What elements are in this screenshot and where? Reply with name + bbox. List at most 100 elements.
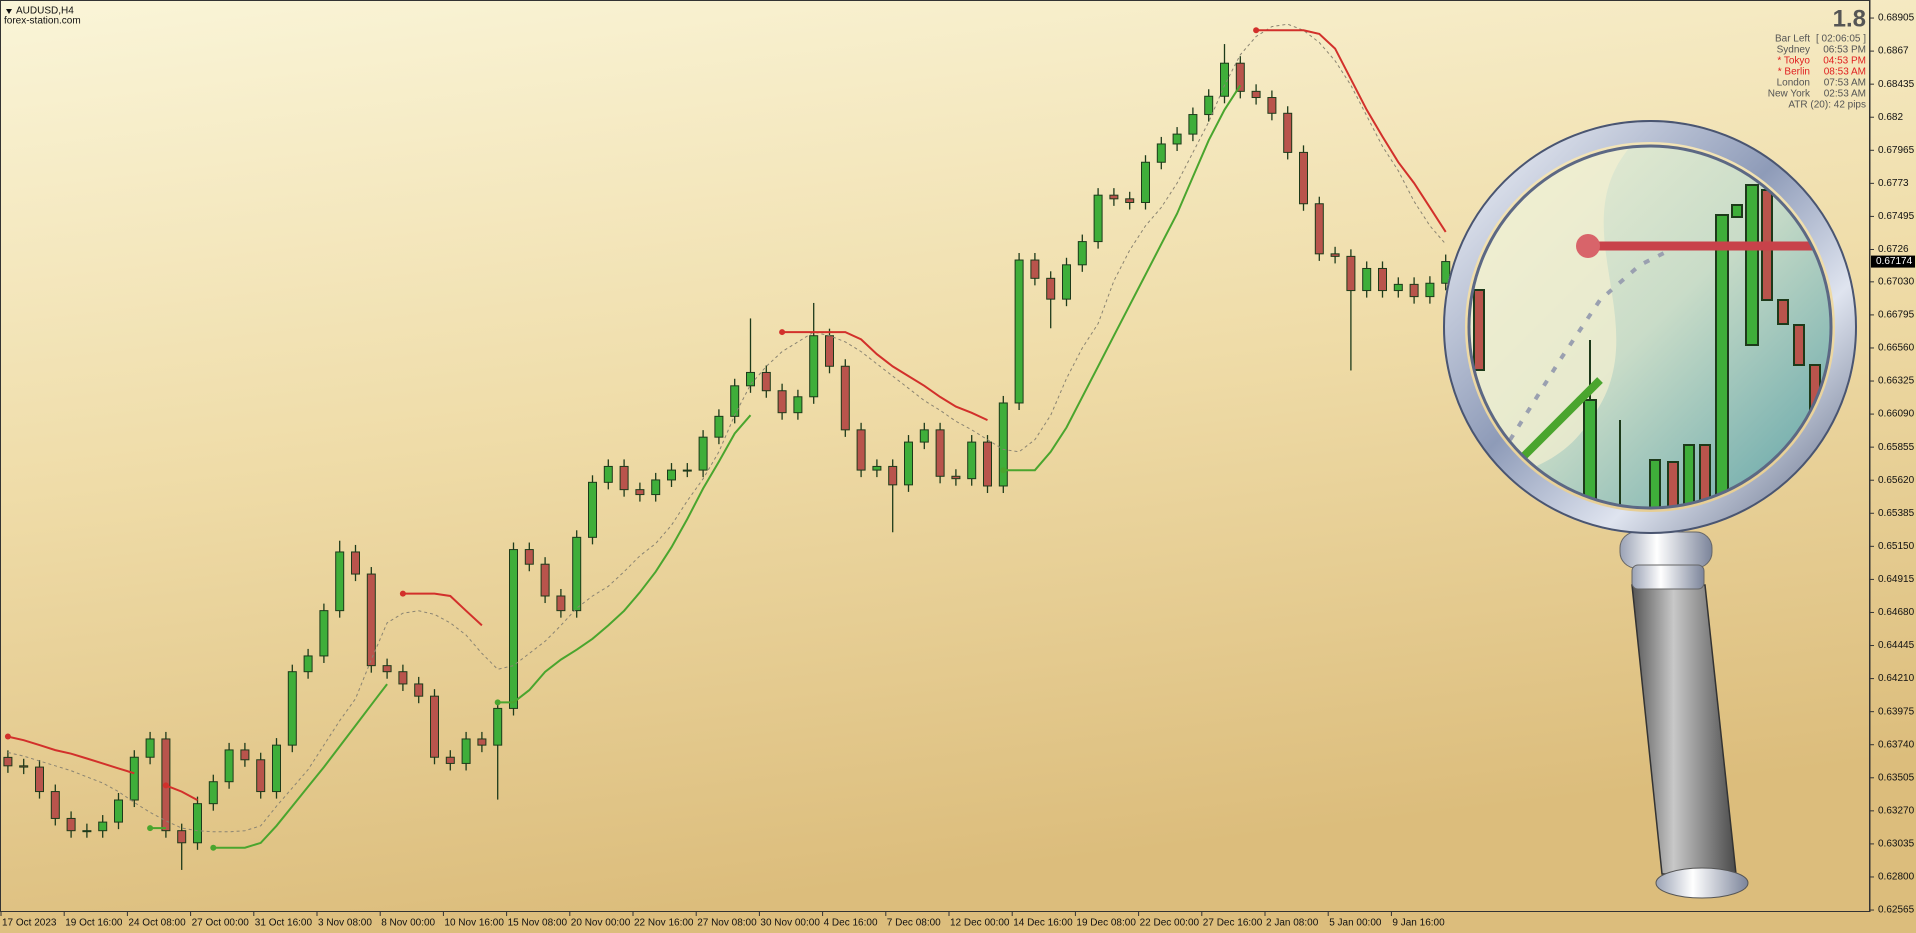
x-tick-label: 2 Jan 08:00 bbox=[1266, 918, 1319, 929]
y-tick-label: 0.63505 bbox=[1878, 772, 1915, 783]
x-tick-label: 15 Nov 08:00 bbox=[508, 918, 568, 929]
candle-body bbox=[983, 441, 992, 487]
segment-start bbox=[1000, 467, 1007, 474]
y-tick-label: 0.65385 bbox=[1878, 508, 1915, 519]
y-tick-label: 0.6773 bbox=[1878, 178, 1909, 189]
candle-body bbox=[461, 738, 471, 764]
candle-body bbox=[50, 791, 60, 819]
info-label: * Tokyo bbox=[1777, 56, 1810, 67]
x-tick-label: 12 Dec 00:00 bbox=[950, 918, 1010, 929]
y-tick-label: 0.64210 bbox=[1878, 673, 1915, 684]
band-line bbox=[165, 784, 198, 801]
info-label: * Berlin bbox=[1778, 67, 1810, 78]
candle-body bbox=[1188, 114, 1198, 135]
candle-body bbox=[1156, 143, 1166, 163]
candle-body bbox=[872, 465, 882, 471]
candle-body bbox=[998, 402, 1008, 487]
candle-body bbox=[177, 830, 187, 844]
candle-body bbox=[524, 549, 534, 565]
candle-body bbox=[1093, 194, 1103, 243]
candle-body bbox=[272, 744, 281, 793]
candle-body bbox=[129, 756, 139, 801]
candle-body bbox=[730, 385, 740, 417]
info-value: [ 02:06:05 ] bbox=[1816, 34, 1866, 45]
candle-body bbox=[224, 749, 234, 783]
candle-body bbox=[825, 335, 834, 367]
y-tick-label: 0.68905 bbox=[1878, 13, 1915, 24]
magnifier bbox=[1443, 120, 1857, 899]
band-line bbox=[782, 331, 988, 422]
candle-body bbox=[398, 671, 408, 685]
candle-body bbox=[1251, 90, 1261, 99]
candle-body bbox=[856, 429, 866, 471]
info-value: 02:53 AM bbox=[1824, 89, 1866, 100]
y-tick-label: 0.66325 bbox=[1878, 376, 1915, 387]
segment-start bbox=[147, 825, 154, 832]
candle-body bbox=[619, 465, 629, 491]
info-panel: Bar Left [ 02:06:05 ] Sydney 06:53 PM * Toky… bbox=[1768, 34, 1866, 111]
x-tick-label: 10 Nov 16:00 bbox=[444, 918, 504, 929]
candle-body bbox=[1172, 133, 1182, 145]
candle-body bbox=[1378, 267, 1387, 292]
candle-body bbox=[888, 465, 898, 486]
version-label: 1.8 bbox=[1833, 5, 1866, 32]
candle-body bbox=[1362, 267, 1372, 292]
segment-start bbox=[779, 329, 786, 336]
candle-body bbox=[303, 655, 313, 673]
candle-body bbox=[714, 415, 724, 438]
x-tick-label: 5 Jan 00:00 bbox=[1329, 918, 1382, 929]
y-tick-label: 0.64445 bbox=[1878, 640, 1915, 651]
candle-body bbox=[1267, 97, 1277, 114]
candle-body bbox=[477, 738, 487, 746]
candle-body bbox=[1077, 241, 1087, 266]
candle-body bbox=[1409, 283, 1419, 298]
band-line bbox=[1256, 29, 1447, 233]
band-line bbox=[497, 414, 752, 704]
symbol-label: AUDUSD,H4 bbox=[16, 6, 74, 17]
candle-body bbox=[809, 335, 819, 398]
x-tick-label: 31 Oct 16:00 bbox=[255, 918, 313, 929]
candle-body bbox=[1014, 259, 1024, 404]
y-tick-label: 0.6726 bbox=[1878, 244, 1909, 255]
candle-body bbox=[1046, 277, 1056, 300]
candle-body bbox=[1109, 194, 1119, 200]
y-tick-label: 0.67495 bbox=[1878, 211, 1915, 222]
segment-start bbox=[162, 782, 169, 789]
x-tick-label: 30 Nov 00:00 bbox=[760, 918, 820, 929]
x-tick-label: 27 Oct 00:00 bbox=[192, 918, 250, 929]
candle-body bbox=[651, 479, 661, 496]
magnifier-neck bbox=[1619, 531, 1713, 569]
candle-body bbox=[746, 371, 755, 387]
candle-body bbox=[540, 563, 550, 597]
info-label: New York bbox=[1768, 89, 1811, 100]
x-tick-label: 17 Oct 2023 bbox=[2, 918, 57, 929]
y-tick-label: 0.64915 bbox=[1878, 574, 1915, 585]
y-tick-label: 0.65150 bbox=[1878, 541, 1915, 552]
segment-start bbox=[494, 699, 501, 706]
candle-body bbox=[382, 665, 392, 673]
info-label: Sydney bbox=[1777, 45, 1810, 56]
candle-body bbox=[935, 429, 945, 477]
candle-body bbox=[114, 799, 123, 823]
menu-arrow bbox=[6, 9, 12, 14]
candle-body bbox=[1330, 253, 1340, 257]
candle-body bbox=[35, 766, 44, 793]
source-label: forex-station.com bbox=[4, 16, 81, 27]
candle-body bbox=[1220, 62, 1229, 97]
y-tick-label: 0.68435 bbox=[1878, 79, 1915, 90]
segment-start bbox=[4, 733, 11, 740]
candle-body bbox=[256, 759, 266, 793]
candle-body bbox=[572, 536, 582, 612]
plot-area bbox=[3, 23, 1451, 870]
candle-body bbox=[287, 671, 297, 746]
candle-body bbox=[240, 749, 250, 761]
x-tick-label: 4 Dec 16:00 bbox=[824, 918, 878, 929]
x-tick-label: 22 Dec 00:00 bbox=[1140, 918, 1200, 929]
y-tick-label: 0.63740 bbox=[1878, 739, 1915, 750]
y-tick-label: 0.64680 bbox=[1878, 607, 1915, 618]
y-tick-label: 0.65620 bbox=[1878, 475, 1915, 486]
handle-cap bbox=[1655, 867, 1749, 899]
candle-body bbox=[635, 489, 645, 496]
